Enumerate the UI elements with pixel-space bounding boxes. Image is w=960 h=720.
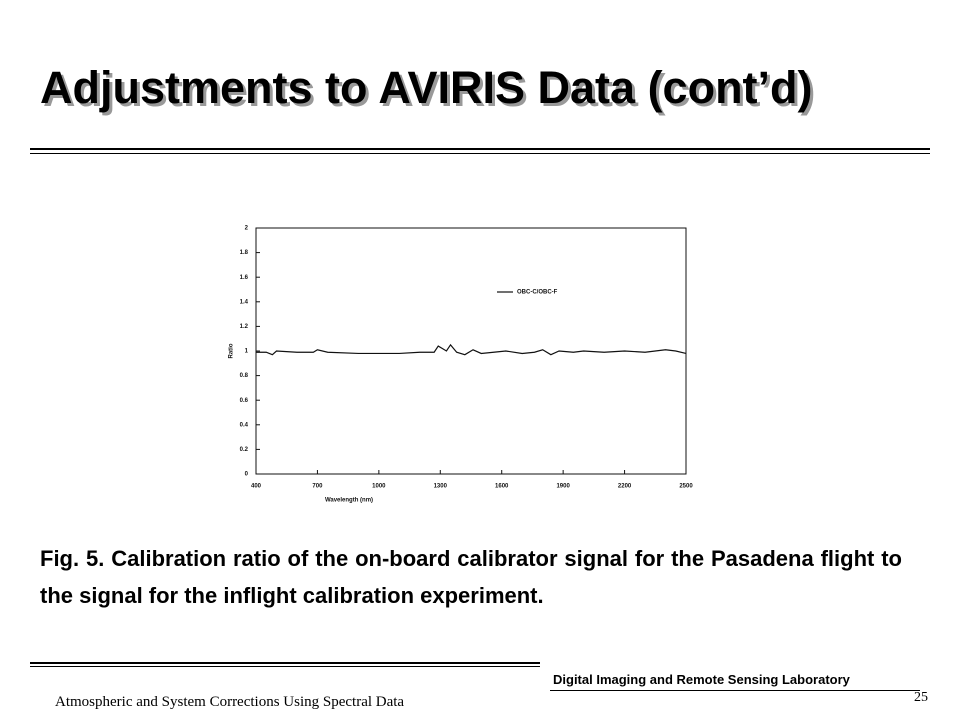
x-axis-label: Wavelength (nm): [325, 498, 373, 504]
page-number: 25: [914, 690, 928, 705]
y-tick-label: 1: [245, 349, 249, 355]
course-name: Atmospheric and System Corrections Using…: [55, 694, 405, 710]
title-rule: [30, 148, 930, 150]
title-rule: [30, 153, 930, 154]
x-tick-label: 1000: [372, 484, 386, 490]
x-tick-label: 1600: [495, 484, 509, 490]
footer-rule: [30, 662, 540, 664]
chart: Wavelength (nm) Ratio 400 700 1000 1300 1600…: [229, 226, 694, 504]
y-tick-label: 0.6: [240, 398, 249, 404]
slide-title: Adjustments to AVIRIS Data (cont’d): [40, 62, 813, 113]
y-tick-label: 1.4: [240, 299, 249, 305]
y-tick-label: 2: [245, 226, 249, 232]
footer-rule: [550, 690, 920, 691]
y-tick-label: 1.8: [240, 250, 249, 256]
x-tick-label: 1900: [556, 484, 570, 490]
x-tick-label: 2500: [679, 484, 693, 490]
x-tick-label: 400: [251, 484, 262, 490]
y-tick-label: 0.8: [240, 373, 249, 379]
x-tick-label: 700: [312, 484, 323, 490]
y-axis-label: Ratio: [229, 343, 235, 358]
y-tick-label: 0.4: [240, 422, 249, 428]
data-line: [256, 343, 687, 356]
y-tick-label: 1.6: [240, 275, 249, 281]
figure-caption: Fig. 5. Calibration ratio of the on-boar…: [40, 546, 902, 608]
lab-name: Digital Imaging and Remote Sensing Labor…: [553, 672, 850, 687]
y-tick-label: 1.2: [240, 324, 249, 330]
x-tick-label: 1300: [434, 484, 448, 490]
legend-label: OBC-C/OBC-F: [517, 290, 558, 296]
footer-rule: [30, 666, 540, 667]
y-tick-label: 0.2: [240, 447, 249, 453]
y-tick-label: 0: [245, 472, 249, 478]
x-tick-label: 2200: [618, 484, 632, 490]
